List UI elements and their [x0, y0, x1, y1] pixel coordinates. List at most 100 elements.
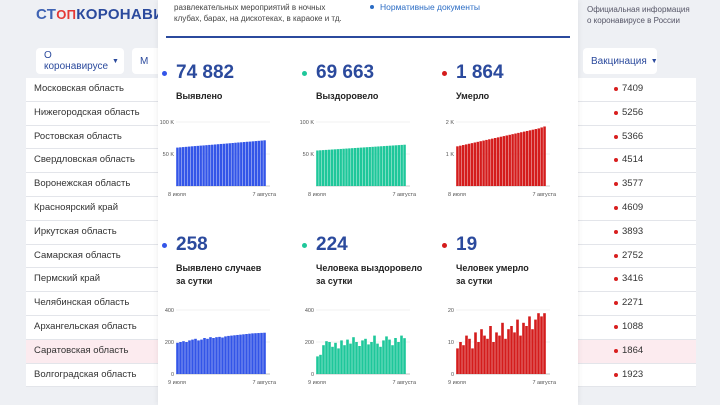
region-value-text: 2271	[622, 297, 644, 309]
y-tick-label: 50 K	[303, 152, 315, 158]
region-deaths-value: 2752	[578, 244, 696, 269]
bar	[182, 341, 185, 374]
bar	[543, 313, 546, 374]
bar	[351, 148, 354, 186]
logo-text-part1: СТ	[36, 6, 57, 23]
bar	[224, 336, 227, 374]
y-tick-label: 50 K	[163, 152, 175, 158]
bar	[234, 142, 237, 186]
region-name[interactable]: Нижегородская область	[26, 101, 160, 126]
red-dot-icon	[614, 205, 618, 210]
bar	[240, 142, 243, 186]
bar	[516, 319, 519, 374]
region-deaths-value: 4514	[578, 149, 696, 174]
bar	[543, 126, 546, 186]
region-name[interactable]: Иркутская область	[26, 220, 160, 245]
bar	[213, 144, 217, 186]
bar	[376, 343, 379, 374]
y-tick-label: 20	[448, 308, 454, 314]
bar	[176, 342, 179, 374]
stat-label: Выздоровело	[316, 91, 379, 101]
bar	[488, 139, 491, 186]
bar	[342, 148, 345, 186]
red-dot-icon	[614, 182, 618, 187]
bar	[388, 145, 392, 186]
bar	[251, 333, 254, 374]
red-dot-icon	[614, 110, 618, 115]
bar	[325, 341, 328, 374]
normative-docs-link[interactable]: Нормативные документы	[370, 2, 480, 12]
nav-about-coronavirus[interactable]: О коронавирусе ▼	[36, 48, 124, 74]
region-name[interactable]: Свердловская область	[26, 149, 160, 174]
bar	[179, 342, 182, 374]
region-name[interactable]: Волгоградская область	[26, 363, 160, 388]
bar	[394, 145, 398, 186]
bar	[361, 340, 364, 374]
bar	[316, 150, 319, 186]
region-name[interactable]: Московская область	[26, 78, 160, 102]
nav-vaccination[interactable]: Вакцинация ▼	[583, 48, 658, 74]
bar	[380, 146, 383, 186]
region-value-text: 4514	[622, 154, 644, 166]
x-tick-label: 7 августа	[532, 192, 556, 198]
bar	[474, 332, 477, 374]
stat-recovered: 69 663 Выздоровело	[302, 62, 378, 103]
bar	[319, 150, 322, 186]
region-deaths-value: 5256	[578, 101, 696, 126]
bar	[522, 322, 525, 374]
bar	[190, 146, 194, 186]
bar	[511, 134, 514, 186]
chart-detected-cumulative: 100 K 50 K 8 июля 7 августа	[160, 120, 277, 198]
bar	[477, 342, 480, 374]
bar	[219, 143, 223, 186]
bar	[349, 343, 352, 374]
bar	[486, 338, 489, 374]
bar	[540, 127, 543, 186]
bar	[184, 146, 188, 186]
bar	[385, 145, 389, 186]
bar	[340, 340, 343, 374]
bar	[505, 135, 509, 186]
bar	[218, 336, 221, 374]
bar	[316, 356, 319, 374]
nav-about-label: О коронавирусе	[44, 50, 109, 72]
region-deaths-value: 7409	[578, 78, 696, 102]
x-tick-label: 7 августа	[252, 192, 276, 198]
region-name[interactable]: Самарская область	[26, 244, 160, 269]
official-info-line2: о коронавирусе в России	[587, 16, 680, 25]
bar	[479, 141, 482, 186]
x-tick-label: 7 августа	[392, 380, 416, 386]
bar	[211, 144, 214, 186]
chevron-down-icon: ▼	[112, 57, 119, 65]
bar	[391, 345, 394, 374]
region-name[interactable]: Архангельская область	[26, 315, 160, 340]
region-name[interactable]: Пермский край	[26, 268, 160, 293]
bar	[471, 348, 474, 374]
region-name[interactable]: Воронежская область	[26, 173, 160, 197]
nav-item-partial[interactable]: М	[132, 48, 162, 74]
bar	[263, 332, 266, 374]
site-logo[interactable]: СТОПКОРОНАВИ	[36, 6, 164, 23]
stat-label: Человека выздоровело	[316, 263, 423, 273]
bar	[188, 340, 191, 374]
bar	[456, 348, 459, 374]
bar	[370, 342, 373, 374]
bar	[522, 131, 526, 186]
bar	[212, 338, 215, 374]
bar	[343, 345, 346, 374]
bar	[371, 146, 374, 186]
region-name[interactable]: Красноярский край	[26, 196, 160, 221]
bar	[362, 147, 366, 186]
chart-detected-daily: 400 200 0 9 июля 7 августа	[165, 308, 277, 386]
region-name[interactable]: Саратовская область	[26, 339, 160, 364]
bar	[331, 346, 334, 374]
region-name[interactable]: Челябинская область	[26, 292, 160, 316]
bar	[400, 144, 403, 186]
bar	[334, 342, 337, 374]
bar	[531, 129, 535, 186]
bar	[359, 147, 363, 186]
region-name[interactable]: Ростовская область	[26, 125, 160, 150]
region-deaths-value: 3893	[578, 220, 696, 245]
red-dot-icon	[614, 277, 618, 282]
